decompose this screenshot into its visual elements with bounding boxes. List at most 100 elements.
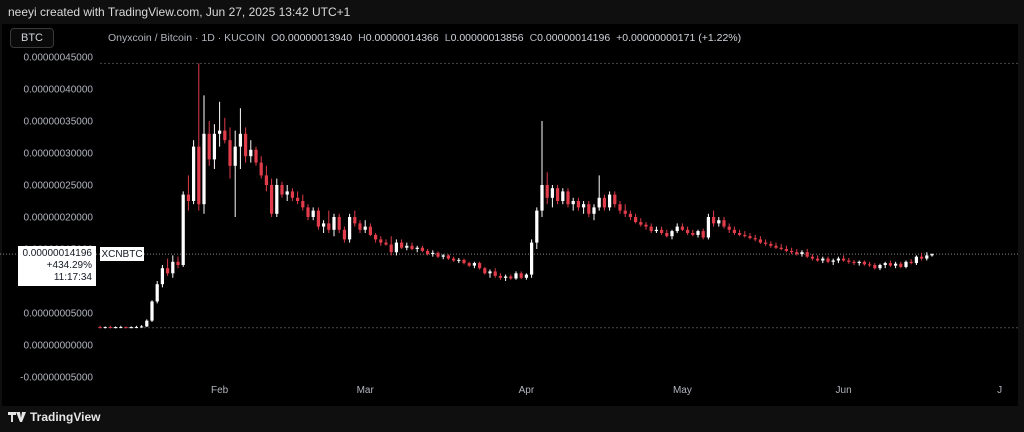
candle-body: [488, 271, 492, 274]
candle-body: [685, 229, 690, 233]
candle-body: [410, 245, 414, 249]
candle-body: [873, 265, 877, 269]
candle-body: [311, 210, 315, 217]
candle-body: [607, 194, 612, 208]
currency-selector-button[interactable]: BTC: [10, 28, 54, 48]
candle-body: [893, 263, 898, 266]
candle-body: [228, 140, 232, 166]
candle-body: [342, 229, 347, 240]
candle-body: [930, 254, 934, 256]
x-tick-label: Mar: [357, 385, 375, 396]
candle-body: [821, 258, 825, 261]
candle-body: [691, 233, 695, 235]
candle-body: [602, 197, 607, 208]
y-tick-label: 0.00000000000: [23, 341, 93, 352]
candle-body: [555, 188, 560, 201]
candle-body: [727, 226, 731, 230]
candle-body: [831, 260, 835, 262]
candle-body: [571, 201, 575, 205]
candle-body: [483, 268, 487, 274]
candle-body: [789, 250, 794, 253]
candle-body: [363, 226, 367, 230]
candle-body: [197, 146, 201, 205]
candle-body: [680, 226, 685, 230]
candle-body: [420, 247, 425, 251]
candle-body: [581, 204, 586, 208]
candle-body: [98, 327, 102, 329]
candle-body: [441, 255, 445, 257]
candle-body: [519, 273, 523, 278]
candle-body: [628, 213, 633, 217]
candle-body: [784, 249, 789, 251]
candle-body: [862, 261, 867, 265]
candle-body: [451, 258, 456, 261]
candle-body: [358, 223, 362, 230]
candle-body: [446, 255, 451, 259]
tradingview-brand-text: TradingView: [30, 410, 101, 424]
candle-body: [129, 327, 133, 329]
candle-body: [540, 185, 544, 211]
candle-body: [415, 247, 419, 249]
legend-open-value: 0.00000013940: [279, 32, 353, 44]
candle-body: [347, 217, 352, 240]
candle-body: [150, 301, 154, 321]
legend-close-prefix: C: [529, 32, 538, 44]
tradingview-logo[interactable]: TradingView: [8, 410, 100, 424]
candle-body: [925, 255, 929, 259]
candle-body: [493, 271, 497, 276]
legend-high-value: 0.00000014366: [365, 32, 439, 44]
candle-body: [883, 263, 887, 265]
candle-body: [207, 133, 211, 160]
candle-body: [186, 194, 191, 201]
x-tick-label: May: [673, 385, 692, 396]
candle-body: [259, 162, 263, 176]
candle-body: [919, 256, 924, 259]
candle-body: [826, 258, 830, 262]
candle-body: [405, 245, 409, 248]
ohlc-legend: Onyxcoin / Bitcoin · 1D · KUCOIN O0.0000…: [108, 32, 741, 44]
candle-body: [103, 327, 107, 329]
candle-body: [592, 207, 596, 214]
candle-body: [436, 252, 440, 257]
candle-body: [737, 233, 742, 235]
legend-close-value: 0.00000014196: [537, 32, 611, 44]
legend-close: C0.00000014196: [530, 32, 611, 44]
candle-body: [550, 188, 555, 198]
y-tick-label: 0.00000030000: [23, 149, 93, 160]
candle-body: [306, 207, 310, 217]
candle-body: [696, 231, 700, 235]
candle-body: [675, 226, 679, 232]
x-tick-label: Jun: [836, 385, 852, 396]
candle-body: [171, 261, 175, 274]
candle-body: [223, 130, 227, 141]
candle-body: [327, 223, 331, 230]
candle-body: [815, 258, 820, 261]
candle-body: [212, 133, 217, 160]
candle-body: [545, 185, 549, 198]
legend-high-prefix: H: [358, 32, 366, 44]
candle-body: [888, 263, 893, 266]
candle-body: [529, 242, 534, 275]
candle-body: [285, 191, 289, 195]
chart-panel[interactable]: [2, 24, 1018, 406]
candle-body: [124, 327, 128, 329]
candle-body: [524, 274, 529, 278]
candle-body: [509, 276, 513, 279]
candle-body: [899, 263, 903, 267]
candle-body: [576, 201, 581, 208]
candle-body: [769, 243, 773, 246]
y-tick-label: 0.00000020000: [23, 213, 93, 224]
candle-body: [155, 284, 159, 302]
candle-body: [243, 133, 248, 157]
bottom-bar: [0, 406, 1024, 432]
symbol-price-tag: XCNBTC: [100, 247, 144, 261]
tradingview-logo-icon: [8, 411, 26, 423]
candle-body: [498, 275, 503, 278]
candle-body: [394, 242, 399, 253]
candle-body: [384, 242, 388, 245]
candle-body: [368, 226, 373, 235]
candle-body: [535, 210, 539, 243]
candle-body: [134, 327, 139, 329]
candle-body: [503, 276, 508, 278]
